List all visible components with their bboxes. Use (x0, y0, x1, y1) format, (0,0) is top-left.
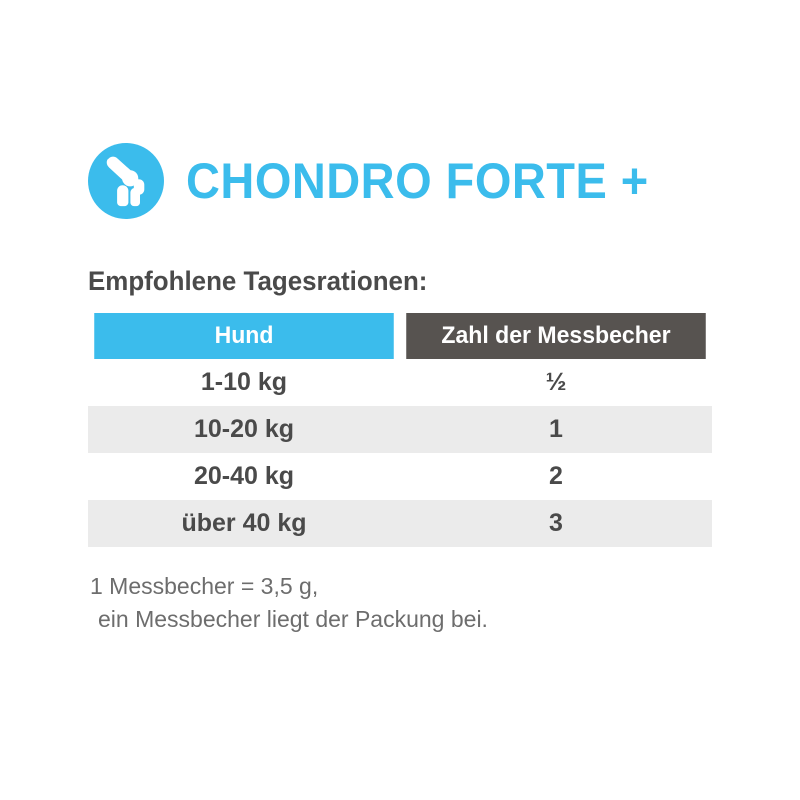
product-title: CHONDRO FORTE + (186, 153, 649, 209)
column-header-measuring-cups: Zahl der Messbecher (406, 313, 706, 359)
brand-header: CHONDRO FORTE + (88, 143, 678, 219)
cell-cup-count: 2 (549, 462, 563, 490)
cell-dog-weight: über 40 kg (181, 509, 307, 537)
cell-dog-weight: 20-40 kg (193, 462, 295, 490)
footnote-line-2: ein Messbecher liegt der Packung bei. (98, 605, 488, 632)
dosage-table: Hund Zahl der Messbecher 1-10 kg ½ 10-20… (88, 313, 712, 547)
table-row: 10-20 kg 1 (88, 406, 712, 453)
dosage-table-head: Hund Zahl der Messbecher (88, 313, 712, 359)
dosage-table-body: 1-10 kg ½ 10-20 kg 1 20-40 kg 2 über 40 … (88, 359, 712, 547)
section-heading: Empfohlene Tagesrationen: (88, 266, 428, 296)
table-row: über 40 kg 3 (88, 500, 712, 547)
table-row: 20-40 kg 2 (88, 453, 712, 500)
table-row: 1-10 kg ½ (88, 359, 712, 406)
footnote-line-1: 1 Messbecher = 3,5 g, (90, 573, 319, 599)
cell-dog-weight: 1-10 kg (200, 368, 288, 396)
cell-cup-count: 3 (549, 509, 563, 537)
column-header-dog: Hund (94, 313, 394, 359)
footnote: 1 Messbecher = 3,5 g, ein Messbecher lie… (90, 570, 488, 635)
cell-dog-weight: 10-20 kg (193, 415, 295, 443)
knee-joint-icon (88, 143, 164, 219)
cell-cup-count: 1 (549, 415, 563, 443)
cell-cup-count: ½ (545, 368, 567, 396)
table-header-row: Hund Zahl der Messbecher (88, 313, 712, 359)
